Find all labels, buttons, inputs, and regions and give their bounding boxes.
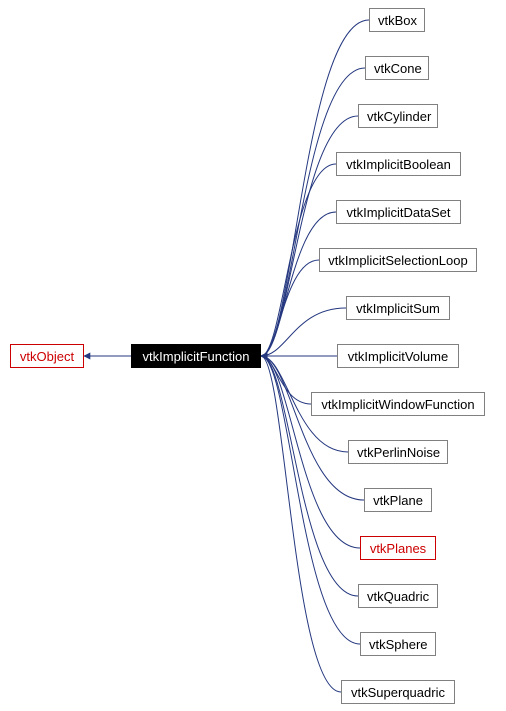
node-vtkImplicitSelectionLoop[interactable]: vtkImplicitSelectionLoop	[319, 248, 477, 272]
edge-vtkImplicitWindowFunction-to-vtkImplicitFunction	[261, 356, 311, 404]
edge-vtkImplicitSelectionLoop-to-vtkImplicitFunction	[261, 260, 319, 356]
node-vtkImplicitDataSet[interactable]: vtkImplicitDataSet	[336, 200, 461, 224]
edge-vtkImplicitDataSet-to-vtkImplicitFunction	[261, 212, 336, 356]
node-vtkImplicitFunction[interactable]: vtkImplicitFunction	[131, 344, 261, 368]
node-vtkQuadric[interactable]: vtkQuadric	[358, 584, 438, 608]
node-vtkBox[interactable]: vtkBox	[369, 8, 425, 32]
node-vtkSphere[interactable]: vtkSphere	[360, 632, 436, 656]
edge-vtkImplicitSum-to-vtkImplicitFunction	[261, 308, 346, 356]
node-vtkImplicitVolume[interactable]: vtkImplicitVolume	[337, 344, 459, 368]
node-vtkImplicitBoolean[interactable]: vtkImplicitBoolean	[336, 152, 461, 176]
edge-vtkPlane-to-vtkImplicitFunction	[261, 356, 364, 500]
node-vtkCylinder[interactable]: vtkCylinder	[358, 104, 438, 128]
node-vtkPlane[interactable]: vtkPlane	[364, 488, 432, 512]
node-vtkPerlinNoise[interactable]: vtkPerlinNoise	[348, 440, 448, 464]
node-vtkImplicitSum[interactable]: vtkImplicitSum	[346, 296, 450, 320]
node-vtkObject[interactable]: vtkObject	[10, 344, 84, 368]
node-vtkCone[interactable]: vtkCone	[365, 56, 429, 80]
node-vtkImplicitWindowFunction[interactable]: vtkImplicitWindowFunction	[311, 392, 485, 416]
node-vtkSuperquadric[interactable]: vtkSuperquadric	[341, 680, 455, 704]
node-vtkPlanes[interactable]: vtkPlanes	[360, 536, 436, 560]
edge-vtkPlanes-to-vtkImplicitFunction	[261, 356, 360, 548]
